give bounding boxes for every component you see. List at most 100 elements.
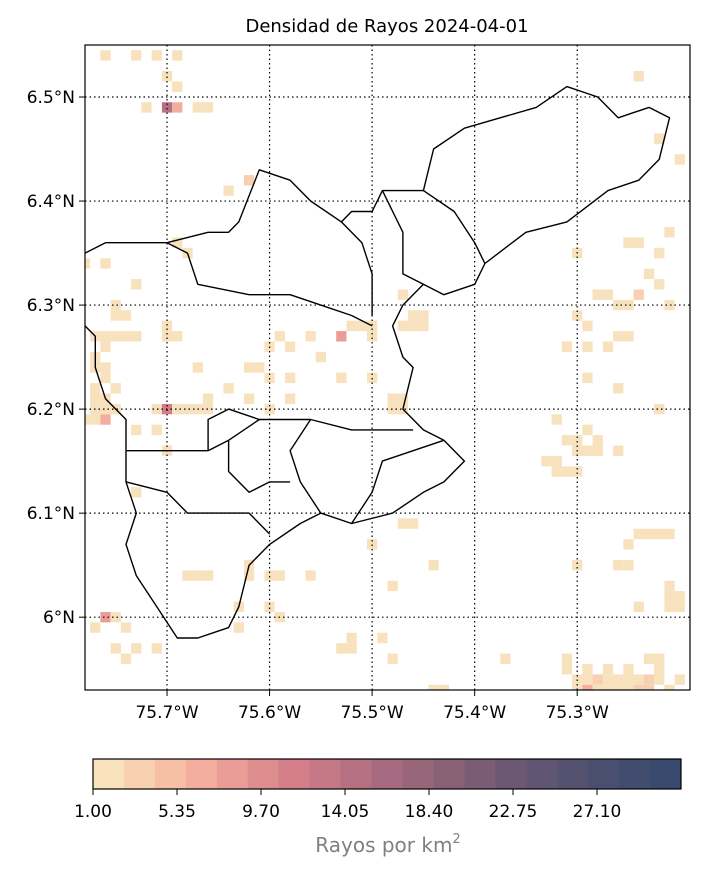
density-cell (90, 622, 101, 633)
density-cell (541, 455, 552, 467)
density-cell (602, 289, 614, 300)
density-cell (90, 393, 101, 404)
density-cell (85, 258, 91, 269)
density-cells (70, 50, 685, 690)
colorbar-segment (526, 759, 558, 789)
density-cell (100, 414, 111, 425)
density-cell (664, 591, 675, 602)
boundary-inner-line (423, 190, 486, 264)
y-tick-label: 6.1°N (27, 504, 75, 524)
density-cell (110, 611, 121, 623)
density-cell (633, 601, 644, 612)
density-cell (120, 331, 132, 342)
density-cell (151, 643, 162, 654)
density-cell (582, 424, 593, 436)
density-cell (377, 632, 388, 644)
density-cell (131, 424, 142, 436)
density-cell (428, 559, 439, 571)
density-cell (243, 393, 255, 404)
density-cell (582, 372, 593, 384)
density-cell (100, 611, 111, 623)
density-cell (192, 570, 203, 581)
density-cell (336, 331, 347, 342)
density-cell (366, 320, 378, 332)
density-cell (100, 258, 111, 269)
density-cell (110, 299, 121, 311)
density-cell (397, 320, 409, 332)
density-cell (233, 622, 244, 633)
density-cell (182, 403, 193, 415)
density-cell (100, 331, 111, 342)
density-cell (182, 570, 193, 581)
density-cell (572, 559, 583, 571)
density-cell (408, 518, 419, 529)
density-cell (643, 684, 655, 690)
density-cell (551, 414, 562, 425)
colorbar-segment (371, 759, 403, 789)
density-cell (151, 50, 162, 61)
density-cell (223, 383, 234, 394)
density-cell (623, 674, 634, 685)
boundary-inner-line (289, 418, 414, 514)
density-cell (561, 653, 573, 664)
density-cell (264, 570, 275, 581)
density-cell (161, 71, 173, 82)
density-cell (387, 393, 398, 404)
density-cell (202, 403, 214, 415)
x-tick-label: 75.6°W (238, 703, 301, 723)
density-cell (366, 372, 378, 384)
municipal-boundaries (85, 85, 671, 639)
density-cell (602, 684, 614, 690)
density-cell (572, 435, 583, 446)
y-tick-label: 6.5°N (27, 88, 75, 108)
density-cell (613, 445, 624, 456)
density-cell (172, 403, 183, 415)
colorbar-segment (464, 759, 496, 789)
density-cell (654, 133, 665, 144)
density-cell (551, 466, 562, 477)
boundary-inner-line (207, 408, 260, 451)
colorbar-segment (340, 759, 373, 789)
density-cell (623, 684, 634, 690)
boundary-inner-line (227, 440, 291, 493)
density-cell (110, 310, 121, 321)
density-cell (664, 684, 675, 690)
y-tick-label: 6.3°N (27, 296, 75, 316)
density-cell (243, 175, 255, 186)
density-cell (408, 310, 419, 321)
colorbar-segment (216, 759, 249, 789)
density-cell (633, 71, 644, 82)
density-cell (336, 372, 347, 384)
density-cell (274, 331, 285, 342)
density-cell (192, 102, 203, 113)
density-cell (131, 487, 142, 498)
density-cell (674, 601, 685, 612)
density-cell (284, 341, 296, 352)
density-cell (613, 559, 624, 571)
density-cell (70, 633, 80, 643)
density-cell (202, 102, 214, 113)
density-cell (572, 684, 583, 690)
density-cell (602, 341, 614, 352)
density-cell (161, 320, 173, 332)
density-cell (674, 591, 685, 602)
colorbar-segment (402, 759, 434, 789)
density-cell (254, 362, 265, 373)
density-cell (664, 580, 675, 592)
density-cell (151, 403, 162, 415)
density-cell (172, 81, 183, 92)
density-cell (500, 653, 511, 664)
density-cell (582, 663, 593, 675)
density-cell (664, 528, 675, 540)
density-cell (623, 663, 634, 675)
density-cell (643, 268, 655, 280)
boundary-inner-line (351, 439, 445, 524)
density-cell (633, 289, 644, 300)
density-cell (172, 331, 183, 342)
density-cell (572, 466, 583, 477)
boundary-inner-line (381, 190, 424, 285)
colorbar-segment (495, 759, 527, 789)
colorbar-segment (278, 759, 311, 789)
colorbar-segment (588, 759, 620, 789)
